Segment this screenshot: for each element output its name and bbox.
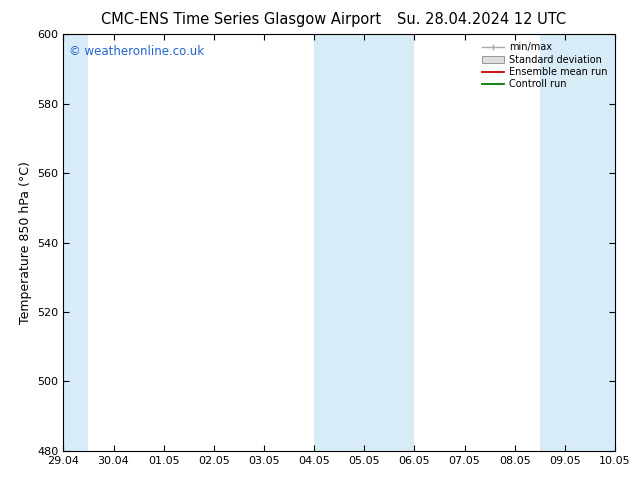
Bar — [540, 34, 615, 451]
Bar — [63, 34, 89, 451]
Text: © weatheronline.co.uk: © weatheronline.co.uk — [69, 45, 204, 58]
Legend: min/max, Standard deviation, Ensemble mean run, Controll run: min/max, Standard deviation, Ensemble me… — [479, 39, 610, 92]
Text: CMC-ENS Time Series Glasgow Airport: CMC-ENS Time Series Glasgow Airport — [101, 12, 381, 27]
Y-axis label: Temperature 850 hPa (°C): Temperature 850 hPa (°C) — [19, 161, 32, 324]
Bar — [314, 34, 415, 451]
Text: Su. 28.04.2024 12 UTC: Su. 28.04.2024 12 UTC — [398, 12, 566, 27]
